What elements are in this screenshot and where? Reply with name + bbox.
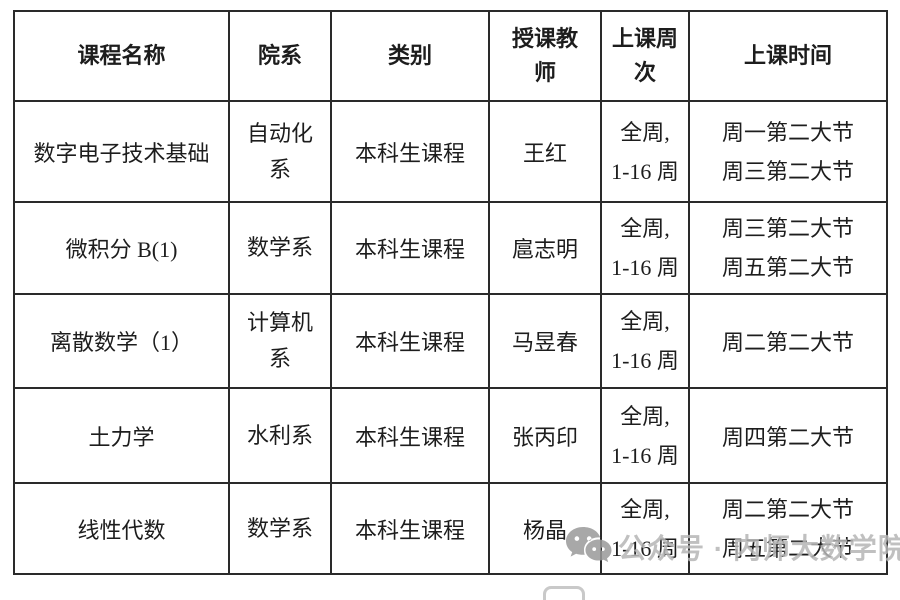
table-row: 微积分 B(1) 数学系 本科生课程 扈志明 全周, 1-16 周 周三第二大节… (13, 201, 888, 295)
header-course-name: 课程名称 (13, 10, 230, 102)
time-line: 周四第二大节 (721, 424, 854, 450)
time-line: 周二第二大节 (721, 330, 854, 355)
course-schedule-table: 课程名称 院系 类别 授课教师 上课周次 上课时间 数字电子技术基础 自动化系 … (13, 10, 888, 575)
table-row: 土力学 水利系 本科生课程 张丙印 全周, 1-16 周 周四第二大节 (13, 387, 888, 484)
course-name-cell: 数字电子技术基础 (13, 100, 230, 203)
course-name-cell: 微积分 B(1) (13, 201, 230, 295)
teacher-cell: 王红 (488, 100, 602, 203)
department-cell: 自动化系 (228, 100, 332, 203)
department-cell: 水利系 (228, 387, 332, 484)
teacher-cell: 扈志明 (488, 201, 602, 295)
time-line: 周一第二大节 (721, 119, 854, 145)
department-cell: 数学系 (228, 201, 332, 295)
header-time: 上课时间 (688, 10, 888, 102)
weeks-line: 全周, (620, 496, 670, 522)
teacher-cell: 张丙印 (488, 387, 602, 484)
category-cell: 本科生课程 (330, 201, 490, 295)
category-cell: 本科生课程 (330, 100, 490, 203)
time-line: 周三第二大节 (721, 158, 854, 184)
course-name-cell: 线性代数 (13, 482, 230, 575)
header-weeks: 上课周次 (600, 10, 690, 102)
weeks-cell: 全周, 1-16 周 (600, 293, 690, 389)
weeks-cell: 全周, 1-16 周 (600, 201, 690, 295)
header-department: 院系 (228, 10, 332, 102)
weeks-cell: 全周, 1-16 周 (600, 100, 690, 203)
time-cell: 周四第二大节 (688, 387, 888, 484)
time-line: 周五第二大节 (721, 255, 854, 280)
course-name-cell: 离散数学（1） (13, 293, 230, 389)
teacher-cell: 马昱春 (488, 293, 602, 389)
time-cell: 周二第二大节 (688, 293, 888, 389)
weeks-line: 全周, (620, 309, 670, 334)
weeks-line: 1-16 周 (611, 535, 679, 561)
time-cell: 周三第二大节 周五第二大节 (688, 201, 888, 295)
weeks-line: 全周, (620, 403, 670, 429)
category-cell: 本科生课程 (330, 482, 490, 575)
header-category: 类别 (330, 10, 490, 102)
course-name-cell: 土力学 (13, 387, 230, 484)
weeks-line: 1-16 周 (611, 255, 679, 280)
table-row: 线性代数 数学系 本科生课程 杨晶 全周, 1-16 周 周二第二大节 周五第二… (13, 482, 888, 575)
time-line: 周五第二大节 (721, 535, 854, 561)
department-cell: 计算机系 (228, 293, 332, 389)
table-row: 数字电子技术基础 自动化系 本科生课程 王红 全周, 1-16 周 周一第二大节… (13, 100, 888, 203)
time-cell: 周一第二大节 周三第二大节 (688, 100, 888, 203)
header-row: 课程名称 院系 类别 授课教师 上课周次 上课时间 (13, 10, 888, 102)
weeks-line: 1-16 周 (611, 442, 679, 468)
weeks-line: 全周, (620, 119, 670, 145)
header-teacher: 授课教师 (488, 10, 602, 102)
weeks-line: 1-16 周 (611, 158, 679, 184)
weeks-line: 1-16 周 (611, 348, 679, 373)
category-cell: 本科生课程 (330, 387, 490, 484)
teacher-cell: 杨晶 (488, 482, 602, 575)
department-cell: 数学系 (228, 482, 332, 575)
category-cell: 本科生课程 (330, 293, 490, 389)
partial-rounded-icon (543, 586, 585, 600)
weeks-line: 全周, (620, 216, 670, 241)
table-row: 离散数学（1） 计算机系 本科生课程 马昱春 全周, 1-16 周 周二第二大节 (13, 293, 888, 389)
time-line: 周三第二大节 (721, 216, 854, 241)
weeks-cell: 全周, 1-16 周 (600, 482, 690, 575)
time-cell: 周二第二大节 周五第二大节 (688, 482, 888, 575)
weeks-cell: 全周, 1-16 周 (600, 387, 690, 484)
time-line: 周二第二大节 (721, 496, 854, 522)
